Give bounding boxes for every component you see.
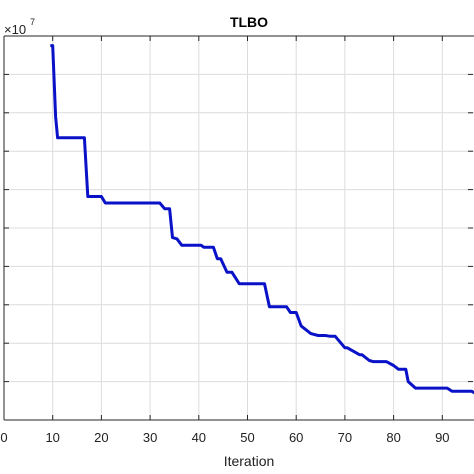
x-tick-label: 50 [240, 430, 254, 445]
x-tick-label: 30 [143, 430, 157, 445]
x-axis-label: Iteration [224, 453, 275, 469]
x-tick-label: 40 [192, 430, 206, 445]
y-exponent-base: ×10 [4, 22, 26, 37]
chart-title: TLBO [230, 14, 268, 30]
x-tick-label: 70 [338, 430, 352, 445]
grid-layer [4, 36, 474, 420]
labels-layer: 0 10 20 30 40 50 60 70 80 90 [0, 430, 449, 445]
x-tick-label: 20 [94, 430, 108, 445]
axes [3, 35, 474, 421]
y-exponent-power: 7 [30, 17, 35, 27]
x-tick-label: 80 [386, 430, 400, 445]
series-layer [50, 44, 474, 395]
x-tick-label: 10 [45, 430, 59, 445]
x-tick-label: 60 [289, 430, 303, 445]
x-tick-label: 0 [0, 430, 7, 445]
y-exponent: ×10 7 [4, 17, 35, 37]
series-line [50, 44, 474, 395]
x-tick-label: 90 [435, 430, 449, 445]
